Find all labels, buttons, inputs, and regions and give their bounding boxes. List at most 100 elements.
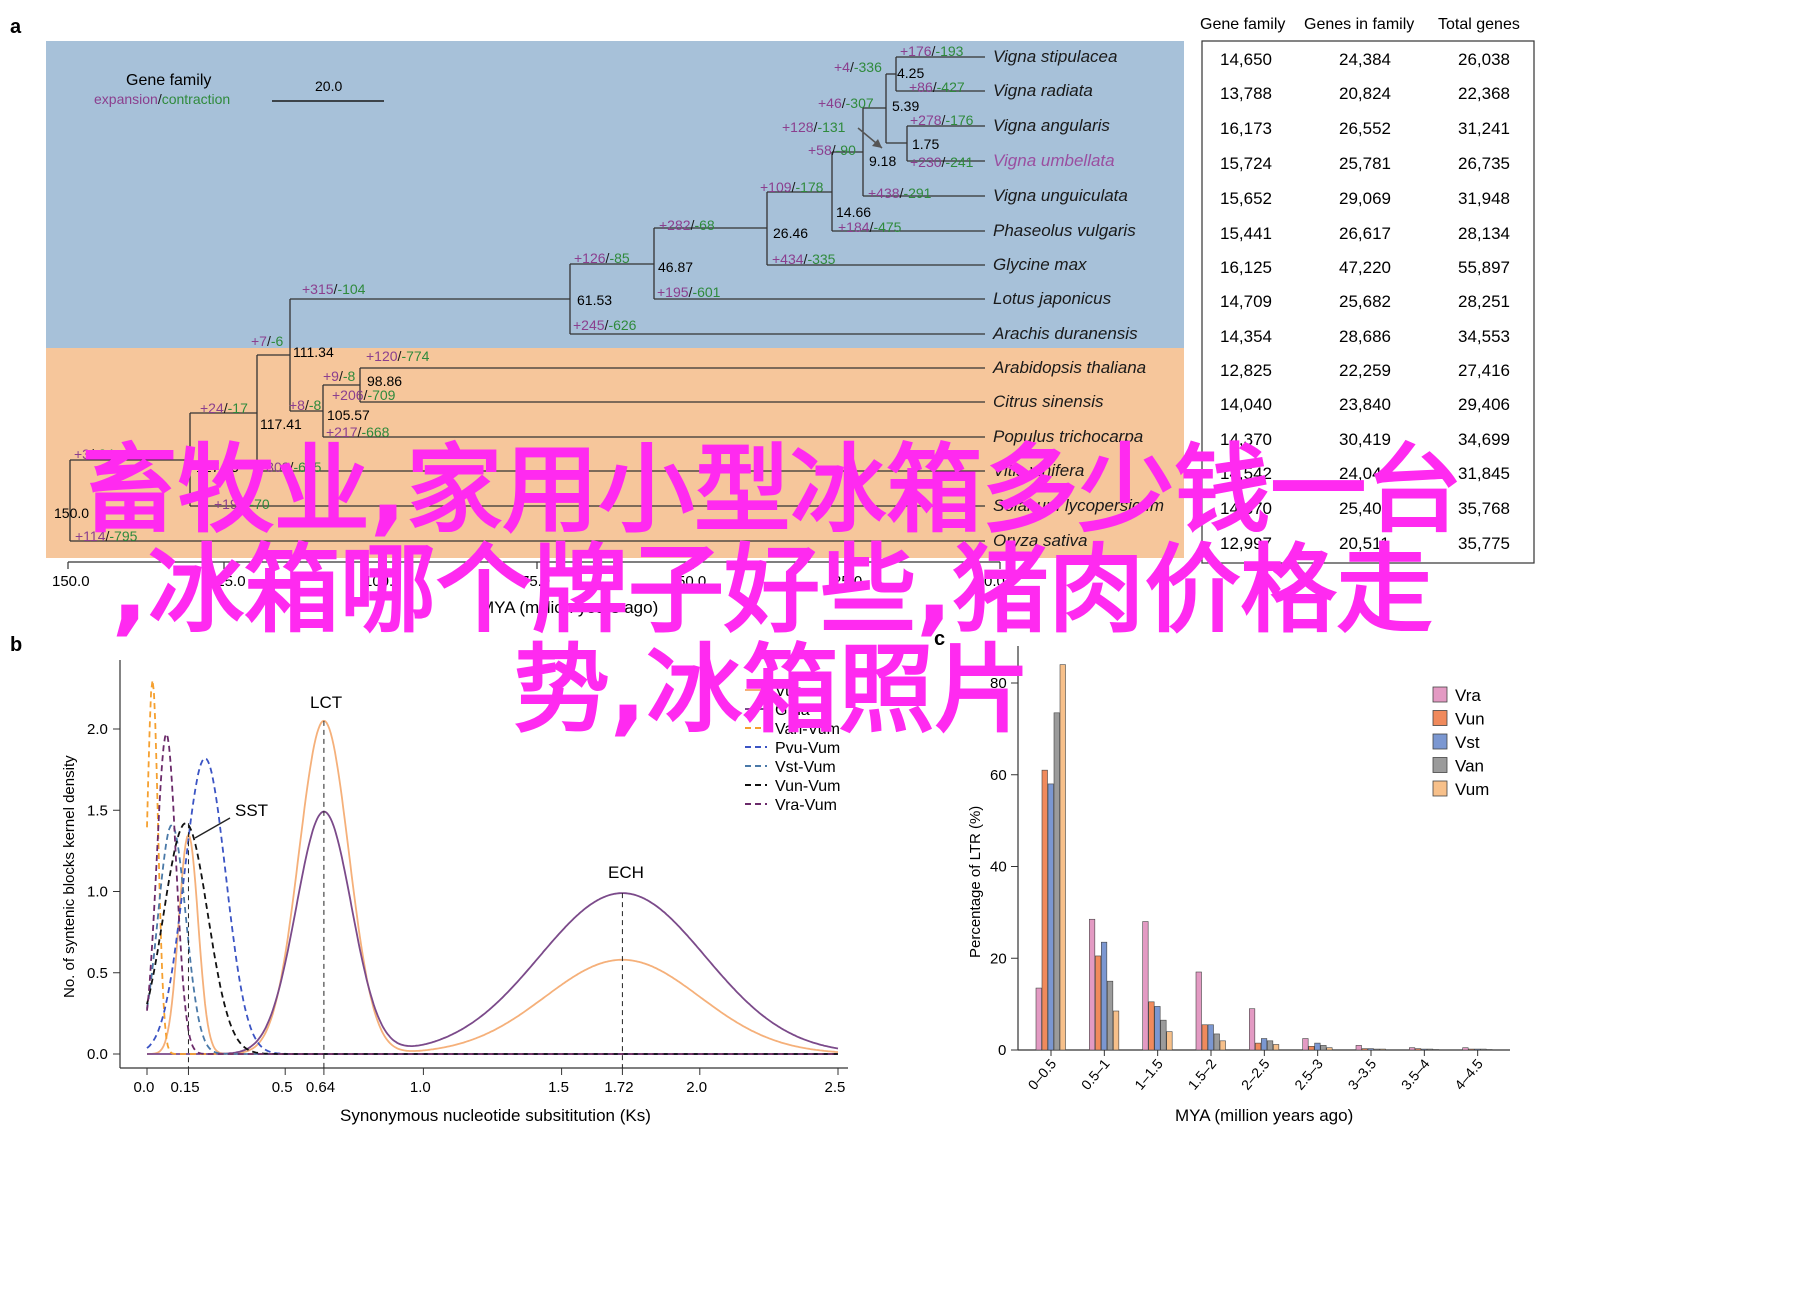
- density-curve: [146, 823, 838, 1055]
- species-label: Vigna umbellata: [993, 151, 1115, 170]
- contraction-count: -668: [361, 424, 389, 440]
- legend-label: Van-Vum: [775, 721, 840, 738]
- peak-label-sst: SST: [235, 801, 268, 820]
- branch-change-label: +4/-336: [834, 59, 882, 75]
- ltr-bar: [1308, 1046, 1315, 1051]
- separator: /: [224, 400, 228, 416]
- panel-b-xlabel: Synonymous nucleotide subsititution (Ks): [340, 1106, 651, 1125]
- node-age-label: 105.57: [327, 407, 370, 423]
- expansion-count: +282: [659, 217, 691, 233]
- ltr-bar: [1166, 1031, 1173, 1051]
- figure: a Gene family expansion/contraction 20.0…: [10, 16, 1535, 1125]
- x-tick-label: 4–4.5: [1451, 1055, 1486, 1092]
- ltr-bar: [1267, 1040, 1274, 1051]
- ltr-bar: [1148, 1001, 1155, 1051]
- separator: /: [358, 424, 362, 440]
- table-cell-gene-family: 15,652: [1220, 189, 1272, 208]
- node-age-label: 26.46: [773, 225, 808, 241]
- table-cell-total-genes: 31,241: [1458, 119, 1510, 138]
- branch-change-label: +7/-6: [251, 333, 284, 349]
- separator: /: [842, 95, 846, 111]
- key-slash: /: [158, 91, 162, 107]
- y-tick-label: 0.0: [87, 1046, 108, 1063]
- table-cell-gene-family: 14,354: [1220, 327, 1272, 346]
- y-tick-label: 2.0: [87, 721, 108, 738]
- contraction-count: -601: [692, 284, 720, 300]
- key-subtitle: expansion/contraction: [94, 91, 230, 107]
- table-cell-gene-family: 14,650: [1220, 50, 1272, 69]
- panel-b-letter: b: [10, 634, 22, 656]
- table-cell-gene-family: 16,125: [1220, 258, 1272, 277]
- panel-a-axis-ticks: 150.0 125.0 100.0 75.0 50.0 25.0 0.0: [52, 562, 1005, 590]
- expansion-count: +8: [289, 397, 305, 413]
- axis-tick-label: 125.0: [208, 573, 246, 590]
- pointer-arrow-head: [872, 139, 882, 148]
- table-cell-total-genes: 34,699: [1458, 430, 1510, 449]
- panel-c-letter: c: [934, 628, 945, 650]
- phylogenetic-tree: [69, 56, 985, 542]
- table-cell-total-genes: 28,251: [1458, 292, 1510, 311]
- y-tick-label: 1.5: [87, 802, 108, 819]
- species-label: Glycine max: [993, 255, 1087, 274]
- ltr-bar: [1468, 1048, 1475, 1051]
- branch-change-label: +278/-176: [910, 112, 974, 128]
- y-tick-label: 0.5: [87, 965, 108, 982]
- ltr-bar: [1302, 1038, 1309, 1051]
- x-tick-label: 2.5: [825, 1079, 846, 1096]
- ltr-bar: [1201, 1024, 1208, 1051]
- separator: /: [90, 446, 94, 462]
- legend-swatch: [1432, 733, 1448, 750]
- table-cell-total-genes: 28,134: [1458, 224, 1510, 243]
- node-age-label: 9.18: [869, 153, 896, 169]
- table-cell-genes-in-family: 24,384: [1339, 50, 1391, 69]
- branch-change-label: +126/-85: [574, 250, 630, 266]
- expansion-count: +197: [214, 496, 246, 512]
- ltr-bar: [1035, 987, 1042, 1051]
- x-tick-label: 2.5–3: [1291, 1055, 1326, 1092]
- table-cell-genes-in-family: 24,044: [1339, 464, 1391, 483]
- x-tick-label: 1.5–2: [1185, 1055, 1220, 1092]
- panel-b-ylabel: No. of syntenic blocks kernel density: [61, 755, 78, 998]
- key-contraction: contraction: [162, 91, 230, 107]
- branch-change-label: +46/-307: [818, 95, 874, 111]
- panel-c-ylabel: Percentage of LTR (%): [967, 806, 984, 958]
- separator: /: [364, 387, 368, 403]
- gene-table-rows: 14,650 24,384 26,038 13,788 20,824 22,368 16,1…: [1220, 50, 1510, 553]
- expansion-count: +58: [808, 142, 832, 158]
- ltr-bar: [1213, 1033, 1220, 1051]
- table-cell-genes-in-family: 25,781: [1339, 154, 1391, 173]
- table-cell-gene-family: 13,788: [1220, 84, 1272, 103]
- table-cell-genes-in-family: 22,259: [1339, 361, 1391, 380]
- x-tick-label: 0.5: [272, 1079, 293, 1096]
- legend-label: Vra-Vum: [775, 797, 837, 814]
- ltr-bar: [1421, 1048, 1428, 1051]
- x-tick-label: 3–3.5: [1345, 1055, 1380, 1092]
- x-tick-label: 0.5–1: [1078, 1055, 1113, 1092]
- ltr-bar: [1409, 1047, 1416, 1051]
- separator: /: [942, 112, 946, 128]
- expansion-count: +3: [74, 446, 90, 462]
- expansion-count: +7: [251, 333, 267, 349]
- contraction-count: -24: [94, 446, 114, 462]
- table-cell-gene-family: 16,173: [1220, 119, 1272, 138]
- x-tick-label: 1.72: [604, 1079, 633, 1096]
- separator: /: [850, 59, 854, 75]
- ltr-bar: [1474, 1048, 1481, 1051]
- contraction-count: -8: [309, 397, 322, 413]
- table-cell-genes-in-family: 26,552: [1339, 119, 1391, 138]
- table-cell-total-genes: 55,897: [1458, 258, 1510, 277]
- separator: /: [942, 154, 946, 170]
- branch-change-label: +128/-131: [782, 119, 846, 135]
- legend-label: Van: [1455, 757, 1484, 776]
- branch-change-label: +109/-178: [760, 179, 824, 195]
- species-label: Lotus japonicus: [993, 289, 1112, 308]
- contraction-count: -178: [795, 179, 823, 195]
- key-expansion: expansion: [94, 91, 158, 107]
- table-header-total-genes: Total genes: [1438, 16, 1520, 33]
- expansion-count: +114: [75, 528, 106, 544]
- contraction-count: -307: [846, 95, 874, 111]
- ltr-bar: [1361, 1048, 1368, 1051]
- node-age-label: 5.39: [892, 98, 919, 114]
- panel-b-chart: 0.0 0.5 1.0 1.5 2.0 0.0 0.15 0.5 0.64 1.0 1.5 1.72 2…: [87, 660, 848, 1096]
- contraction-count: -795: [109, 528, 137, 544]
